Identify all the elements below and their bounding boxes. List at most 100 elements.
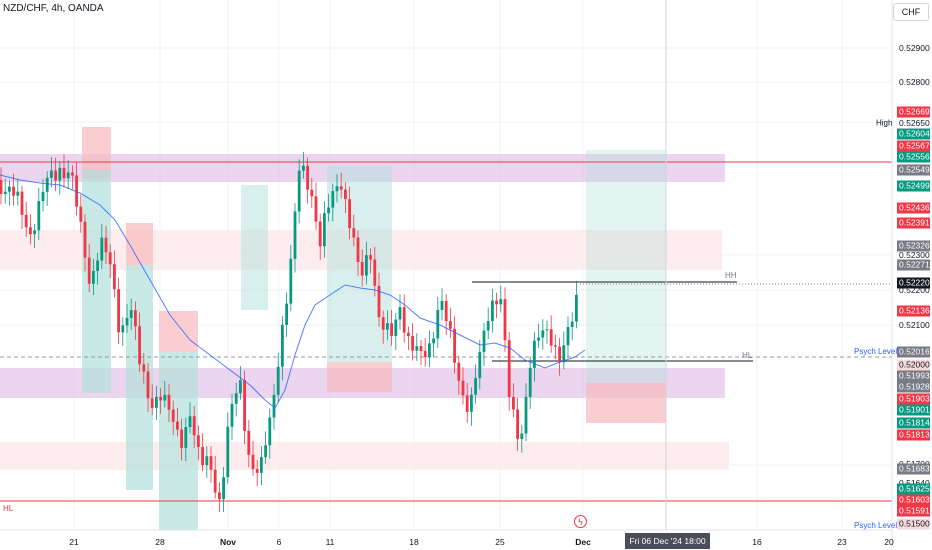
candle-body [159,396,162,401]
candle-body [251,454,255,470]
hh-label: HH [725,271,737,280]
symbol-title[interactable]: NZD/CHF, 4h, OANDA [3,3,104,14]
candle-body [516,409,519,440]
date-tick: Nov [219,537,237,547]
candle-body [545,329,549,331]
price-tag: 0.52499 [897,180,930,192]
candle-body [507,340,511,398]
candle-body [465,395,469,412]
candle-body [528,367,532,397]
candle-body [285,303,288,325]
candle-body [8,186,11,192]
candle-body [155,396,158,408]
candle-body [87,257,91,284]
candle-body [419,346,423,352]
candle-body [268,417,272,446]
lightning-icon[interactable]: ϟ [574,515,587,528]
price-tag: 0.52000 [897,359,930,371]
currency-button[interactable]: CHF [893,3,929,21]
candle-body [377,285,381,318]
candle-body [474,378,477,395]
candle-body [96,260,99,271]
price-tick: 0.52200 [899,285,930,295]
high-label: High [876,118,893,128]
red-box-5 [327,362,392,392]
candle-body [302,165,305,171]
price-tag: 0.52669 [897,106,930,118]
candle-body [537,337,540,341]
candle-body [314,196,318,222]
candle-body [75,175,78,207]
candle-body [440,300,444,310]
candle-body [533,340,536,368]
candle-body [554,345,557,347]
candle-body [453,328,456,363]
candle-body [108,252,112,265]
candle-body [541,330,545,338]
price-tag: 0.51903 [897,393,930,405]
candle-body [444,300,448,322]
candle-body [512,397,515,410]
candle-body [41,191,45,202]
candle-body [83,221,87,258]
candle-body [134,310,137,327]
candle-body [348,199,351,229]
candle-body [369,255,372,260]
candle-body [549,329,553,346]
price-tag: 0.51500 [897,518,930,530]
moving-average-line [0,174,586,409]
candle-body [71,172,74,176]
candle-body [449,321,452,329]
date-tick: 28 [155,537,165,547]
candle-body [230,403,234,427]
candle-body [163,394,167,401]
price-tag: 0.52326 [897,240,930,252]
candle-body [503,299,507,341]
candle-body [381,317,385,330]
price-tag: 0.52604 [897,128,930,140]
price-tag: 0.52567 [897,140,930,152]
candle-body [37,201,41,231]
price-tick: 0.52100 [899,320,930,330]
price-tag: 0.51813 [897,429,930,441]
candle-body [117,289,120,333]
candle-body [318,221,322,247]
price-tick: 0.51640 [899,478,930,488]
price-tag: 0.51901 [897,404,930,416]
price-tag: 0.52271 [897,259,930,271]
candlesticks [0,151,578,513]
price-tag: 0.52549 [897,164,930,176]
date-tick: 20 [884,537,894,547]
red-box-3 [159,311,198,352]
position-stop [586,383,666,423]
candle-body [142,364,146,372]
hl-left-label: HL [3,504,14,513]
candle-body [398,307,402,320]
date-tick: 25 [495,537,505,547]
candle-body [461,380,465,396]
candle-body [104,237,108,253]
candle-body [339,186,343,190]
candle-body [260,457,263,473]
candle-body [323,213,326,247]
candle-body [331,191,335,208]
candle-body [121,325,125,333]
price-tick: 0.52800 [899,77,930,87]
candle-body [100,237,104,261]
price-tag: 0.51814 [897,417,930,429]
candle-body [310,189,314,197]
candle-body [92,270,95,284]
psych-level-label: Psych Level [854,347,898,356]
candle-body [558,346,561,363]
faint-demand-zone [0,442,729,470]
candle-body [415,346,419,351]
candle-body [226,426,230,478]
psych-level-label: Psych Level [854,521,898,530]
date-tick: 18 [409,537,419,547]
candle-body [390,323,393,336]
price-tag: 0.52436 [897,202,930,214]
candle-body [146,371,150,399]
candle-body [386,323,389,330]
candle-body [297,170,301,212]
